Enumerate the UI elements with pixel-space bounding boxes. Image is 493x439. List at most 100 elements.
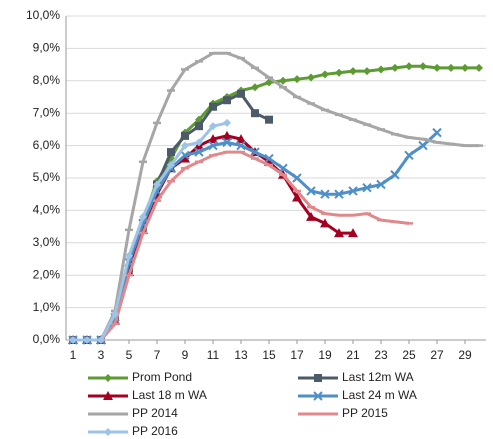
series-marker [335,68,343,77]
x-tick-label: 1 [70,348,77,362]
series-marker [433,63,441,72]
series-marker [236,140,246,151]
series-marker [223,96,231,105]
series-marker [194,147,204,157]
series-marker [307,73,315,82]
x-tick-label: 23 [374,348,388,362]
legend-label: Last 24 m WA [342,388,417,402]
series-marker [292,192,302,202]
series-marker [222,137,232,148]
legend-marker [104,374,112,382]
y-tick-label: 7,0% [33,105,61,119]
series-marker [209,122,217,131]
series-marker [391,63,399,72]
series-marker [376,179,386,190]
legend-marker [313,391,323,401]
series-line [73,92,270,342]
series-marker [362,183,372,193]
series-marker [278,163,288,173]
series-marker [195,122,203,131]
x-tick-label: 15 [262,348,276,362]
series-marker [292,173,302,183]
y-tick-label: 5,0% [33,170,61,184]
series-marker [320,218,330,228]
series-marker [363,67,371,76]
series-marker [265,115,273,124]
series-marker [264,153,274,164]
series-marker [404,150,414,161]
series-marker [251,83,259,92]
x-tick-label: 9 [182,348,189,362]
series-marker [181,141,189,150]
x-tick-label: 7 [154,348,161,362]
x-tick-label: 17 [290,348,304,362]
series-marker [208,140,218,151]
series-marker [334,189,344,199]
series-line [73,51,479,342]
y-tick-label: 8,0% [33,73,61,87]
series-marker [461,63,469,72]
legend-label: PP 2015 [342,406,388,420]
series-marker [320,189,330,199]
legend-label: Last 18 m WA [132,388,207,402]
x-tick-label: 27 [430,348,444,362]
y-tick-label: 2,0% [33,267,61,281]
series-marker [223,118,231,127]
legend-marker [104,428,112,436]
y-tick-label: 4,0% [33,203,61,217]
series-marker [348,228,358,238]
series-marker [209,102,217,111]
series-marker [432,127,442,138]
series-marker [419,62,427,71]
series-marker [306,186,316,196]
series-marker [139,212,147,221]
series-marker [181,131,189,140]
legend-label: Prom Pond [132,370,192,384]
legend-label: PP 2014 [132,406,178,420]
x-tick-label: 21 [346,348,360,362]
series-marker [180,150,190,161]
series-marker [349,67,357,76]
series-marker [377,65,385,74]
series-marker [97,336,105,344]
series-marker [293,75,301,84]
y-tick-label: 10,0% [26,8,60,22]
x-tick-label: 29 [458,348,472,362]
series-marker [321,70,329,79]
x-tick-label: 5 [126,348,133,362]
series-marker [348,186,358,196]
series-marker [83,336,91,344]
x-tick-label: 19 [318,348,332,362]
series-marker [180,153,190,163]
series-marker [475,63,483,72]
series-marker [306,211,316,221]
legend-marker [103,391,113,400]
series-marker [390,170,400,180]
y-tick-label: 1,0% [33,300,61,314]
series-marker [208,134,218,144]
series-marker [69,336,77,344]
series-marker [250,147,260,157]
y-tick-label: 3,0% [33,235,61,249]
x-tick-label: 11 [207,348,220,362]
series-marker [251,109,259,118]
x-tick-label: 3 [98,348,105,362]
series-marker [447,63,455,72]
series-marker [236,134,246,144]
legend-marker [314,374,322,382]
series-marker [153,180,161,189]
series-marker [125,251,133,260]
series-marker [167,148,175,157]
legend-label: PP 2016 [132,424,178,438]
y-tick-label: 9,0% [33,41,61,55]
series-marker [279,76,287,85]
series-line [73,150,410,342]
y-tick-label: 0,0% [33,332,61,346]
series-marker [334,228,344,238]
legend-label: Last 12m WA [342,370,414,384]
x-tick-label: 25 [402,348,416,362]
x-tick-label: 13 [234,348,248,362]
series-marker [237,89,245,98]
series-marker [167,161,175,170]
